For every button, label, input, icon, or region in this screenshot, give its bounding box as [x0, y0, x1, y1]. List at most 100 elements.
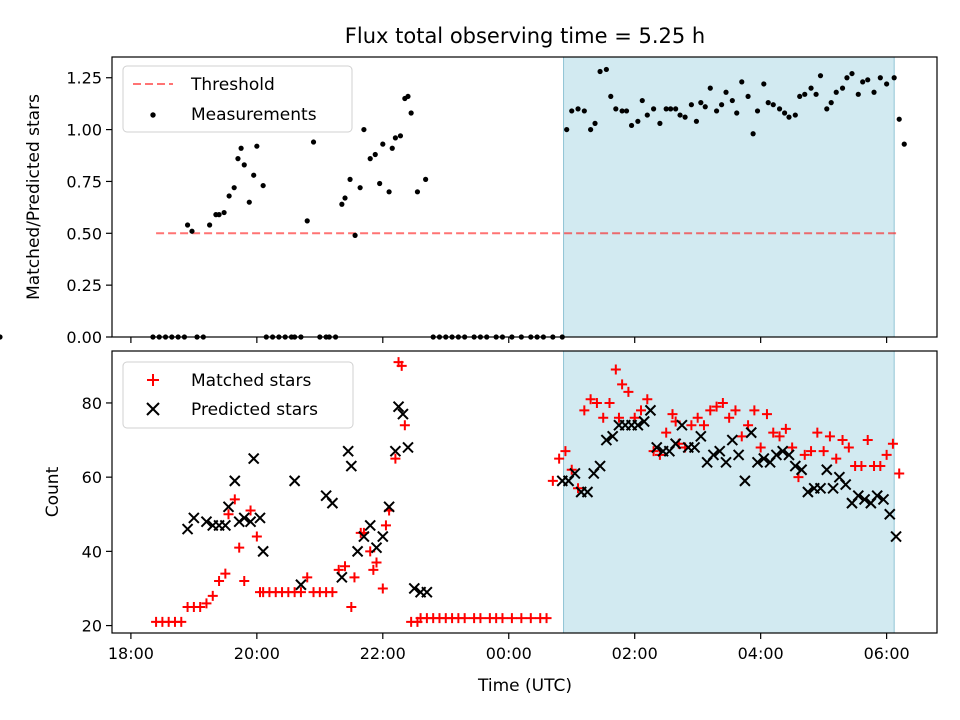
- predicted-star-point: [345, 460, 358, 472]
- predicted-star-point: [342, 445, 354, 457]
- predicted-star-point: [370, 541, 383, 554]
- matched-star-point: [547, 475, 558, 486]
- measurement-point: [901, 141, 907, 147]
- measurement-point: [377, 180, 383, 187]
- measurement-point: [657, 120, 663, 126]
- measurement-point: [226, 193, 232, 199]
- matched-star-point: [346, 602, 357, 613]
- measurement-point: [207, 222, 213, 228]
- measurement-point: [860, 79, 866, 85]
- x-tick-label: 00:00: [486, 644, 532, 663]
- matched-star-point: [780, 423, 791, 434]
- chart-title: Flux total observing time = 5.25 h: [345, 24, 705, 48]
- predicted-star-point: [827, 482, 839, 494]
- legend-matched-swatch: [147, 374, 159, 386]
- predicted-star-point: [408, 582, 420, 595]
- predicted-star-point: [600, 434, 613, 446]
- predicted-star-point: [644, 404, 657, 417]
- measurement-point: [765, 100, 771, 106]
- predicted-star-point: [389, 445, 402, 457]
- measurement-point: [754, 108, 761, 114]
- matched-star-point: [195, 602, 206, 613]
- matched-star-point: [554, 453, 565, 464]
- measurement-point: [389, 145, 395, 151]
- matched-star-point: [340, 561, 351, 572]
- measurement-point: [608, 93, 614, 100]
- measurement-point: [564, 126, 570, 133]
- matched-star-point: [579, 405, 590, 416]
- matched-star-point: [856, 461, 867, 472]
- matched-star-point: [774, 431, 785, 442]
- x-tick-label: 04:00: [738, 644, 784, 663]
- legend-predicted-swatch: [146, 402, 160, 416]
- measurement-point: [770, 102, 776, 108]
- predicted-star-point: [402, 441, 414, 454]
- measurement-point: [597, 68, 603, 75]
- measurement-point: [693, 118, 700, 124]
- x-tick-label: 06:00: [864, 644, 910, 663]
- y-tick-label: 20: [82, 617, 102, 636]
- matched-star-point: [525, 613, 536, 624]
- matched-star-point: [887, 438, 898, 449]
- matched-star-point: [176, 616, 187, 627]
- predicted-star-point: [351, 545, 364, 558]
- predicted-star-point: [219, 519, 232, 532]
- measurement-point: [884, 81, 890, 87]
- measurement-point: [817, 73, 824, 79]
- measurement-point: [802, 91, 808, 97]
- predicted-star-point: [632, 419, 644, 431]
- predicted-star-point: [254, 512, 266, 524]
- measurement-point: [651, 106, 657, 112]
- measurement-point: [682, 114, 688, 120]
- predicted-star-point: [200, 515, 213, 528]
- measurement-point: [896, 116, 902, 122]
- measurement-point: [581, 108, 587, 114]
- predicted-star-point: [858, 493, 871, 506]
- measurement-point: [824, 106, 830, 112]
- matched-star-point: [837, 435, 848, 446]
- predicted-star-point: [745, 426, 757, 439]
- measurement-point: [739, 79, 745, 85]
- matched-star-point: [377, 583, 388, 594]
- top-y-axis-label: Matched/Predicted stars: [24, 94, 44, 300]
- matched-star-point: [824, 431, 835, 442]
- legend-matched-label: Matched stars: [191, 371, 311, 391]
- matched-star-point: [717, 397, 728, 408]
- measurement-point: [221, 209, 227, 216]
- y-tick-label: 80: [82, 394, 102, 413]
- measurement-point: [397, 133, 404, 139]
- measurement-point: [588, 126, 594, 133]
- matched-star-point: [686, 420, 697, 431]
- matched-star-point: [705, 405, 716, 416]
- predicted-star-point: [751, 456, 764, 469]
- top-legend-box: [122, 65, 353, 133]
- matched-star-point: [617, 379, 628, 390]
- matched-star-point: [399, 420, 410, 431]
- measurement-point: [628, 122, 635, 129]
- top-y-axis: 0.00 0.25 0.50 0.75 1.00 1.25: [66, 69, 112, 347]
- matched-star-point: [302, 572, 313, 583]
- predicted-star-point: [638, 415, 650, 428]
- measurement-point: [719, 102, 725, 108]
- predicted-star-point: [758, 452, 770, 465]
- predicted-star-point: [776, 445, 789, 457]
- legend-measurements-label: Measurements: [191, 105, 317, 125]
- predicted-star-point: [770, 449, 783, 461]
- matched-star-point: [613, 412, 624, 423]
- measurement-point: [357, 185, 363, 191]
- predicted-star-point: [821, 464, 833, 476]
- matched-star-point: [692, 412, 703, 423]
- matched-star-point: [711, 401, 722, 412]
- matched-star-point: [368, 564, 379, 575]
- measurement-point: [392, 135, 398, 141]
- measurement-point: [246, 199, 252, 205]
- y-tick-label: 0.25: [66, 276, 102, 295]
- matched-star-point: [636, 405, 647, 416]
- predicted-star-point: [229, 475, 241, 487]
- matched-star-point: [818, 446, 829, 457]
- matched-star-point: [724, 412, 735, 423]
- ratio-panel: 0.00 0.25 0.50 0.75 1.00 1.25 Matched/Predict…: [0, 56, 938, 347]
- measurement-point: [877, 75, 883, 81]
- measurement-point: [813, 91, 819, 97]
- predicted-star-point: [783, 449, 795, 461]
